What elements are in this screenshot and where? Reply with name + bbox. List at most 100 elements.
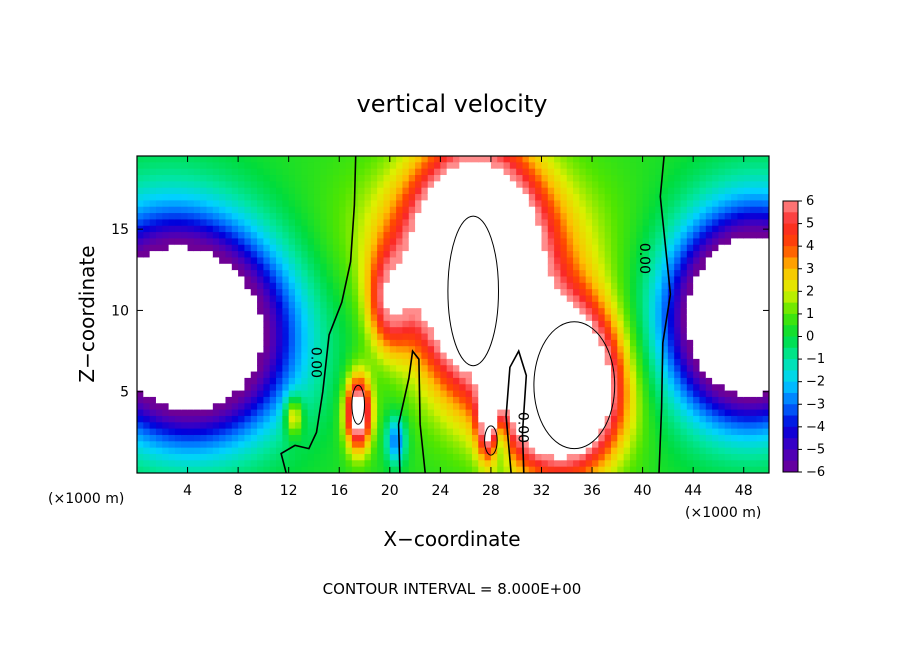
heatmap-cell (174, 301, 182, 309)
heatmap-cell (193, 213, 201, 220)
heatmap-cell (370, 409, 378, 417)
heatmap-cell (193, 187, 201, 195)
heatmap-cell (686, 377, 694, 385)
heatmap-cell (617, 403, 625, 411)
heatmap-cell (263, 422, 271, 430)
heatmap-cell (750, 244, 757, 252)
heatmap-cell (155, 263, 163, 271)
heatmap-cell (364, 339, 372, 347)
heatmap-cell (686, 308, 694, 316)
heatmap-cell (162, 194, 170, 201)
heatmap-cell (225, 358, 233, 366)
heatmap-cell (345, 333, 353, 341)
heatmap-cell (585, 162, 593, 170)
heatmap-cell (257, 301, 264, 309)
heatmap-cell (655, 403, 663, 411)
heatmap-cell (554, 422, 562, 430)
heatmap-cell (434, 320, 441, 328)
heatmap-cell (257, 396, 264, 404)
heatmap-cell (750, 282, 757, 290)
heatmap-cell (408, 314, 416, 322)
heatmap-cell (149, 460, 157, 468)
heatmap-cell (313, 263, 321, 271)
heatmap-cell (358, 301, 366, 309)
heatmap-cell (478, 270, 486, 278)
heatmap-cell (137, 460, 144, 468)
heatmap-cell (402, 434, 410, 442)
heatmap-cell (149, 295, 157, 303)
heatmap-cell (282, 175, 290, 182)
heatmap-cell (351, 447, 359, 455)
heatmap-cell (655, 276, 663, 284)
heatmap-cell (244, 257, 252, 265)
heatmap-cell (686, 371, 694, 379)
heatmap-cell (358, 213, 366, 220)
heatmap-cell (200, 327, 208, 335)
heatmap-cell (573, 371, 580, 379)
heatmap-cell (174, 181, 182, 189)
heatmap-cell (497, 289, 505, 297)
heatmap-cell (471, 434, 479, 442)
heatmap-cell (497, 377, 505, 385)
heatmap-cell (623, 441, 631, 449)
heatmap-cell (415, 352, 422, 360)
heatmap-cell (535, 466, 543, 473)
heatmap-cell (162, 453, 170, 461)
heatmap-cell (724, 225, 732, 233)
heatmap-cell (585, 156, 593, 163)
heatmap-cell (453, 301, 460, 309)
heatmap-cell (667, 415, 675, 423)
heatmap-cell (383, 422, 391, 430)
heatmap-cell (655, 238, 663, 246)
heatmap-cell (301, 168, 309, 176)
heatmap-cell (655, 453, 663, 461)
heatmap-cell (364, 460, 372, 468)
heatmap-cell (149, 371, 157, 379)
heatmap-cell (617, 358, 625, 366)
heatmap-cell (174, 270, 182, 278)
heatmap-cell (155, 428, 163, 436)
heatmap-cell (699, 194, 707, 201)
heatmap-cell (705, 213, 713, 220)
heatmap-cell (244, 238, 252, 246)
heatmap-cell (667, 232, 675, 240)
heatmap-cell (680, 327, 688, 335)
heatmap-cell (383, 460, 391, 468)
heatmap-cell (667, 175, 675, 182)
heatmap-cell (554, 238, 562, 246)
heatmap-cell (434, 365, 441, 373)
heatmap-cell (389, 365, 397, 373)
heatmap-cell (648, 377, 656, 385)
heatmap-cell (351, 339, 359, 347)
heatmap-cell (509, 390, 517, 398)
heatmap-cell (301, 352, 309, 360)
heatmap-cell (396, 213, 404, 220)
heatmap-cell (705, 225, 713, 233)
heatmap-cell (212, 213, 220, 220)
heatmap-cell (623, 333, 631, 341)
heatmap-cell (712, 238, 720, 246)
heatmap-cell (535, 251, 543, 259)
heatmap-cell (579, 365, 587, 373)
heatmap-cell (313, 333, 321, 341)
heatmap-cell (648, 333, 656, 341)
heatmap-cell (427, 276, 435, 284)
heatmap-cell (693, 257, 701, 265)
heatmap-cell (174, 238, 182, 246)
heatmap-cell (554, 384, 562, 392)
heatmap-cell (225, 187, 233, 195)
heatmap-cell (440, 460, 448, 468)
heatmap-cell (674, 263, 682, 271)
heatmap-cell (750, 206, 757, 214)
heatmap-cell (554, 244, 562, 252)
heatmap-cell (484, 232, 492, 240)
heatmap-cell (636, 447, 644, 455)
heatmap-cell (137, 156, 144, 163)
heatmap-cell (680, 175, 688, 182)
heatmap-cell (219, 276, 227, 284)
heatmap-cell (332, 333, 340, 341)
heatmap-cell (408, 232, 416, 240)
heatmap-cell (522, 187, 530, 195)
heatmap-cell (648, 270, 656, 278)
heatmap-cell (396, 333, 404, 341)
